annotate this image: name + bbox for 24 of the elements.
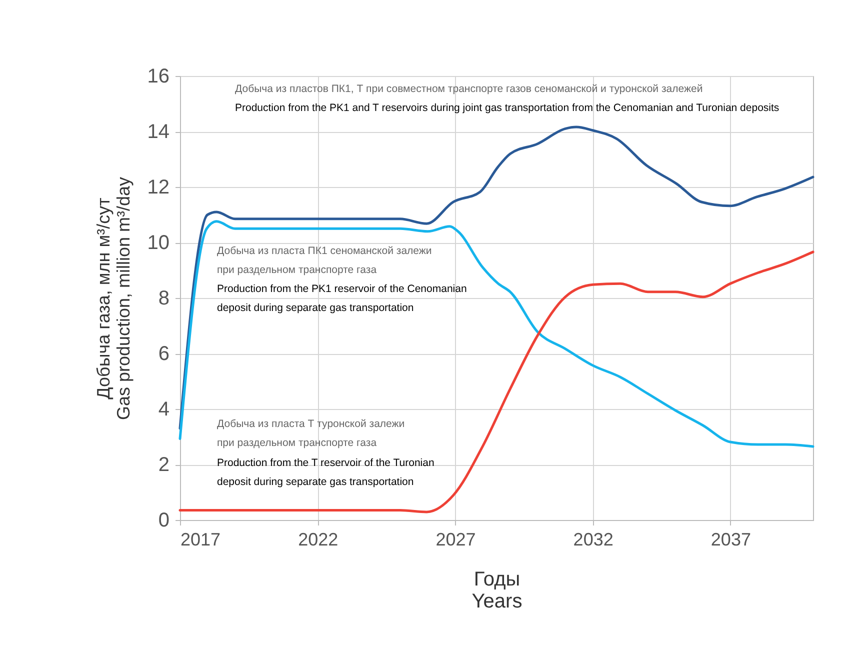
annotation: Добыча из пласта Т туронской залежи при раздельном транспорте газа	[217, 418, 405, 449]
y-tick-label: 8	[158, 288, 170, 310]
x-tick-label: 2027	[436, 530, 476, 550]
y-axis-title: Добыча газа, млн м³/сут Gas production, million m³/day	[93, 176, 134, 420]
y-tick-label: 0	[158, 510, 170, 532]
y-tick-label: 6	[158, 343, 170, 365]
y-tick-label: 16	[147, 66, 170, 88]
y-tick-label: 14	[147, 121, 170, 143]
annotation: Production from the T reservoir of the Turonian deposit during separate gas transportation	[217, 457, 434, 488]
line-series	[178, 220, 814, 448]
x-tick-label: 2022	[298, 530, 338, 550]
annotation: Production from the PK1 reservoir of the Cenomanian deposit during separate gas transportation	[217, 283, 467, 314]
annotation: Добыча из пластов ПК1, Т при совместном транспорте газов сеноманской и туронской залежей	[235, 83, 703, 95]
y-tick-label: 2	[158, 454, 170, 476]
x-axis-title: Годы Years	[472, 568, 522, 612]
y-tick-label: 12	[147, 176, 170, 198]
annotation: Production from the PK1 and T reservoirs during joint gas transportation from the Cenomanian and Turonian deposits	[235, 102, 780, 114]
x-tick-label: 2017	[180, 530, 221, 550]
x-tick-label: 2037	[710, 530, 751, 550]
x-tick-label: 2032	[573, 530, 614, 550]
y-tick-label: 10	[147, 232, 170, 254]
line-series	[178, 126, 814, 430]
y-tick-label: 4	[158, 398, 170, 420]
annotation: Добыча из пласта ПК1 сеноманской залежи при раздельном транспорте газа	[217, 245, 432, 276]
